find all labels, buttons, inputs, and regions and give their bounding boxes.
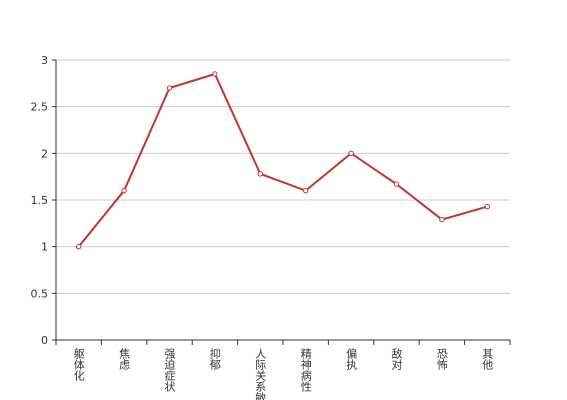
- x-tick-label: 强迫症状: [163, 348, 176, 392]
- point: [393, 181, 400, 187]
- point: [212, 71, 218, 77]
- point: [121, 187, 127, 194]
- y-tick-label: 0.5: [31, 287, 49, 300]
- point: [484, 203, 490, 210]
- x-tick-label: 人际关系敏感: [254, 348, 267, 400]
- y-tick-label: 1.5: [31, 194, 49, 207]
- point: [257, 171, 263, 177]
- point: [166, 85, 173, 91]
- point: [439, 216, 445, 223]
- x-tick-label: 焦虑: [118, 348, 131, 370]
- x-tick-label: 躯体化: [72, 348, 85, 382]
- x-tick-label: 偏执: [345, 347, 358, 371]
- x-tick-label: 敌对: [390, 347, 403, 370]
- x-tick-label: 恐怖: [435, 348, 448, 370]
- x-tick-label: 精神病性: [299, 348, 312, 393]
- y-tick-label: 1: [41, 241, 48, 254]
- y-tick-label: 3: [41, 54, 48, 67]
- line: [77, 72, 488, 248]
- y-tick-label: 2: [41, 147, 48, 160]
- y-tick-label: 2.5: [31, 101, 49, 114]
- y-tick-label: 0: [41, 334, 48, 347]
- point: [348, 150, 354, 157]
- x-tick-label: 其他: [481, 348, 494, 370]
- x-tick-label: 抑郁: [208, 347, 221, 370]
- point: [303, 187, 309, 194]
- point: [76, 243, 82, 250]
